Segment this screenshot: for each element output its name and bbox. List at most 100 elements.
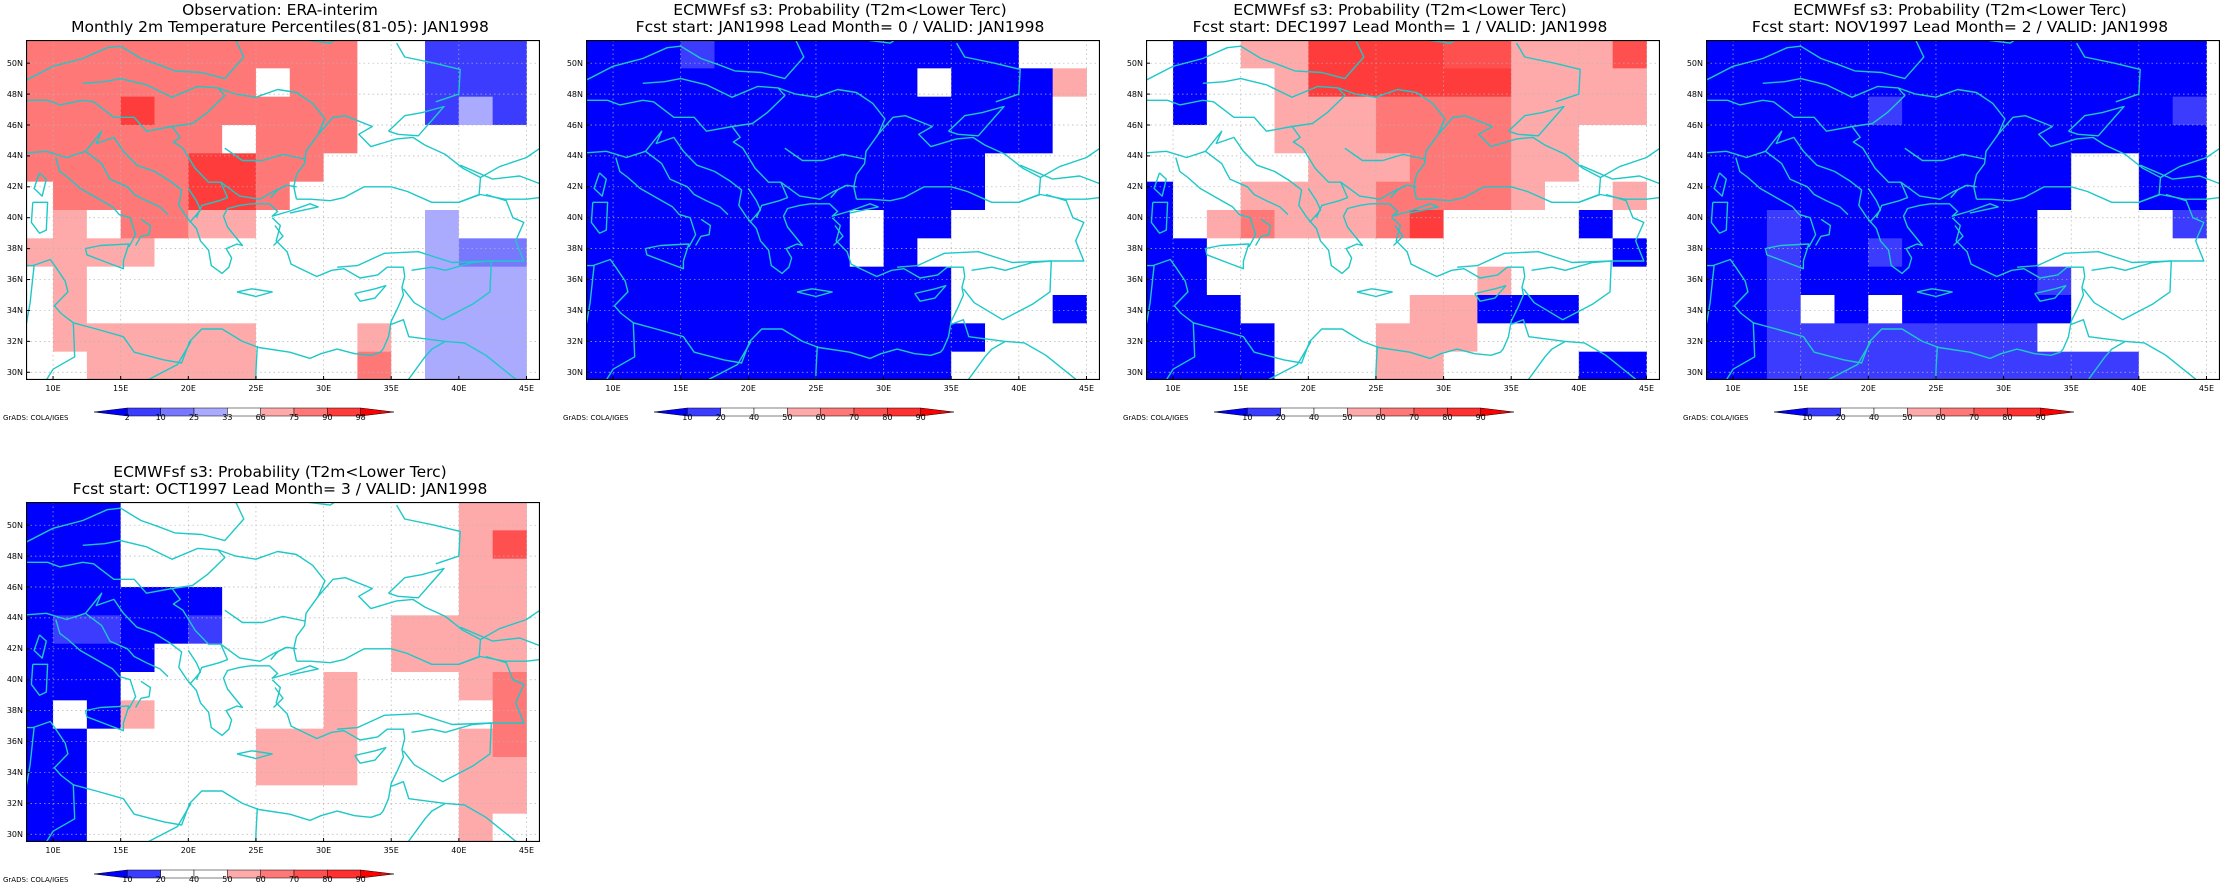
grid-cell bbox=[391, 813, 426, 842]
grid-cell bbox=[1308, 125, 1343, 154]
lat-label: 40N bbox=[6, 213, 23, 223]
coastline bbox=[458, 193, 540, 203]
lat-label: 48N bbox=[1686, 89, 1703, 99]
grid-cell bbox=[1206, 181, 1242, 211]
grid-cell bbox=[1834, 266, 1869, 296]
grid-cell bbox=[1935, 210, 1971, 239]
colorbar-label: 10 bbox=[682, 413, 693, 422]
grid-cell bbox=[222, 68, 257, 98]
grid-cell bbox=[586, 153, 614, 183]
lat-label: 34N bbox=[1686, 305, 1703, 315]
coastline bbox=[273, 225, 284, 247]
grid-cell bbox=[492, 700, 527, 730]
lon-label: 20E bbox=[180, 384, 196, 393]
coastline bbox=[1344, 147, 1425, 162]
map-panel-lead-1: ECMWFsf s3: Probability (T2m<Lower Terc)… bbox=[1120, 0, 1680, 422]
coastline bbox=[644, 243, 690, 270]
grid-cell bbox=[1935, 125, 1971, 154]
grid-cell bbox=[1545, 40, 1580, 69]
grid-cell bbox=[586, 266, 614, 296]
grid-cell bbox=[1766, 210, 1802, 239]
grid-cell bbox=[425, 68, 460, 98]
coastline bbox=[411, 260, 492, 272]
coastline bbox=[1146, 40, 1365, 81]
grid-cell bbox=[425, 672, 460, 701]
grid-cell bbox=[323, 700, 358, 730]
grid-cell bbox=[748, 40, 783, 69]
grid-cell bbox=[782, 96, 817, 126]
grid-cell bbox=[1240, 266, 1275, 296]
grid-cell bbox=[782, 210, 817, 239]
grid-cell bbox=[1409, 351, 1444, 380]
grid-cell bbox=[425, 181, 460, 211]
grid-cell bbox=[1052, 40, 1087, 69]
grid-cell bbox=[815, 68, 851, 98]
colorbar-label: 50 bbox=[1342, 413, 1353, 422]
grid-cell bbox=[2003, 323, 2038, 353]
grid-cell bbox=[1146, 323, 1174, 353]
grid-cell bbox=[1969, 238, 2004, 268]
grid-cell bbox=[1545, 210, 1580, 239]
grid-cell bbox=[458, 757, 494, 786]
grid-cell bbox=[1018, 210, 1054, 239]
grid-cell bbox=[1274, 210, 1309, 239]
coastline bbox=[26, 130, 319, 275]
coastline bbox=[1706, 130, 1999, 275]
grid-cell bbox=[357, 558, 392, 588]
grid-cell bbox=[1342, 96, 1377, 126]
grid-cell bbox=[154, 700, 189, 730]
grid-cell bbox=[458, 68, 494, 98]
grid-cell bbox=[1375, 238, 1411, 268]
grid-cell bbox=[2172, 351, 2207, 380]
colorbar-label: 60 bbox=[1375, 413, 1386, 422]
grid-cell bbox=[1342, 295, 1377, 324]
grid-cell bbox=[586, 323, 614, 353]
grid-cell bbox=[492, 785, 527, 815]
grid-cell bbox=[917, 295, 952, 324]
grid-cell bbox=[917, 153, 952, 183]
grid-cell bbox=[289, 757, 324, 786]
grid-cell bbox=[53, 295, 88, 324]
grid-cell bbox=[1578, 266, 1614, 296]
coastline bbox=[293, 576, 482, 666]
grid-cell bbox=[1935, 238, 1971, 268]
coastline bbox=[1254, 218, 1272, 246]
grid-cell bbox=[1146, 181, 1174, 211]
coastline bbox=[2068, 105, 2125, 137]
grid-cell bbox=[2138, 295, 2174, 324]
grid-cell bbox=[1274, 323, 1309, 353]
grid-cell bbox=[1146, 40, 1174, 69]
lat-label: 32N bbox=[6, 798, 23, 808]
grid-cell bbox=[53, 502, 88, 531]
grid-cell bbox=[1173, 68, 1208, 98]
lat-label: 38N bbox=[6, 706, 23, 716]
coastline bbox=[1953, 225, 1964, 247]
lon-label: 15E bbox=[673, 384, 689, 393]
grid-cell bbox=[1733, 96, 1768, 126]
grid-cell bbox=[53, 530, 88, 560]
grid-cell bbox=[255, 238, 291, 268]
lat-label: 38N bbox=[1126, 244, 1143, 254]
coastline bbox=[615, 157, 697, 248]
lon-label: 10E bbox=[1165, 384, 1181, 393]
coastline bbox=[147, 803, 192, 842]
grid-cell bbox=[782, 40, 817, 69]
coastline bbox=[411, 722, 492, 734]
grid-cell bbox=[2172, 323, 2207, 353]
grid-cell bbox=[323, 757, 358, 786]
coastline bbox=[1146, 217, 1526, 364]
grid-cell bbox=[86, 643, 122, 673]
grid-cell bbox=[1935, 153, 1971, 183]
grid-cell bbox=[188, 813, 223, 842]
grid-cell bbox=[86, 238, 122, 268]
grid-cell bbox=[815, 295, 851, 324]
coastline bbox=[26, 561, 229, 680]
map-plot bbox=[26, 40, 540, 380]
grid-cell bbox=[188, 153, 223, 183]
grid-cell bbox=[680, 153, 715, 183]
coastline bbox=[1950, 184, 1967, 199]
lon-label: 15E bbox=[113, 846, 129, 855]
coastline bbox=[1706, 99, 1909, 218]
grid-cell bbox=[188, 558, 223, 588]
grid-cell bbox=[1240, 40, 1275, 69]
